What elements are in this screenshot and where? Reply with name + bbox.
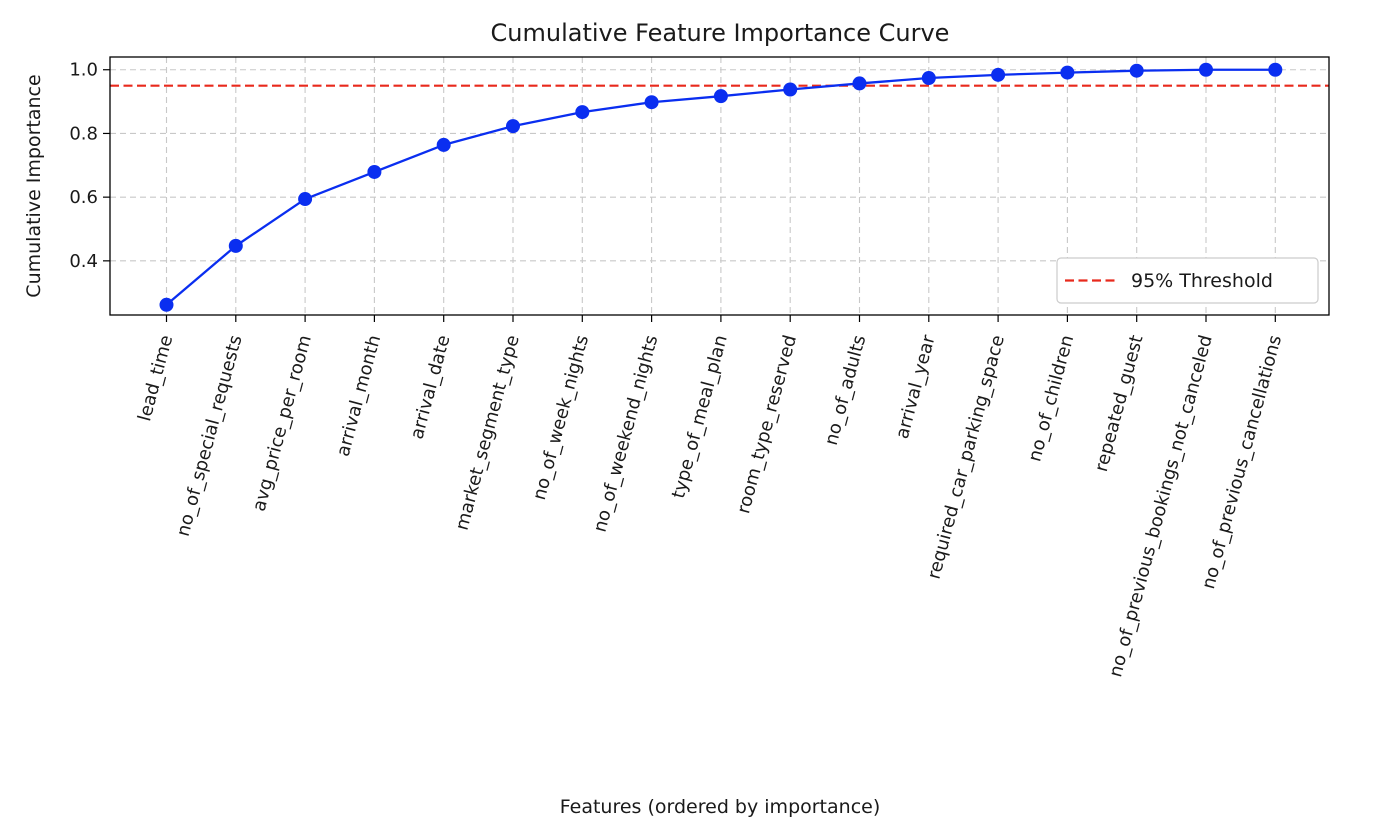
data-point [506,119,520,134]
x-tick-label: no_of_weekend_nights [590,333,663,535]
y-tick-label: 0.4 [69,251,98,272]
x-tick-label: arrival_month [333,333,386,459]
x-tick-label: no_of_special_requests [173,333,247,539]
x-tick-label: type_of_meal_plan [668,333,732,501]
data-point [783,82,798,97]
x-tick-label: arrival_year [892,332,940,441]
x-axis-label: Features (ordered by importance) [560,796,881,818]
data-point [991,67,1006,82]
x-tick-label: no_of_adults [821,333,871,448]
data-point [1060,65,1075,80]
x-tick-label: no_of_children [1024,333,1078,464]
data-point [1268,62,1283,77]
data-point [713,89,728,104]
data-point [1199,62,1213,77]
y-tick-label: 0.6 [69,187,98,208]
series-layer [159,62,1283,312]
x-tick-label: avg_price_per_room [249,333,316,514]
x-tick-label: no_of_previous_cancellations [1198,333,1286,591]
x-tick-label: market_segment_type [452,333,524,533]
data-point [159,297,174,312]
data-point [921,71,936,86]
legend: 95% Threshold [1056,257,1319,304]
chart-title: Cumulative Feature Importance Curve [491,19,950,47]
y-tick-label: 0.8 [69,123,98,144]
data-point [228,238,243,253]
data-point [852,76,867,91]
plot-frame [109,56,1330,316]
data-point [367,164,382,179]
x-tick-label: repeated_guest [1091,333,1148,474]
legend-box [1056,257,1319,304]
x-tick-label: room_type_reserved [733,333,801,516]
y-axis-label: Cumulative Importance [23,74,45,297]
data-point [575,105,590,120]
y-tick-label: 1.0 [69,60,98,81]
data-point [644,95,659,110]
legend-threshold-label: 95% Threshold [1131,270,1273,292]
x-tick-label: arrival_date [407,333,455,442]
data-point [436,137,451,152]
y-axis-ticks: 0.4 0.6 0.8 1.0 [69,60,110,272]
data-point [1129,63,1144,78]
x-tick-label: required_car_parking_space [924,333,1009,582]
data-point [298,192,313,207]
x-tick-label: lead_time [134,333,177,424]
x-tick-label: no_of_week_nights [529,333,593,502]
